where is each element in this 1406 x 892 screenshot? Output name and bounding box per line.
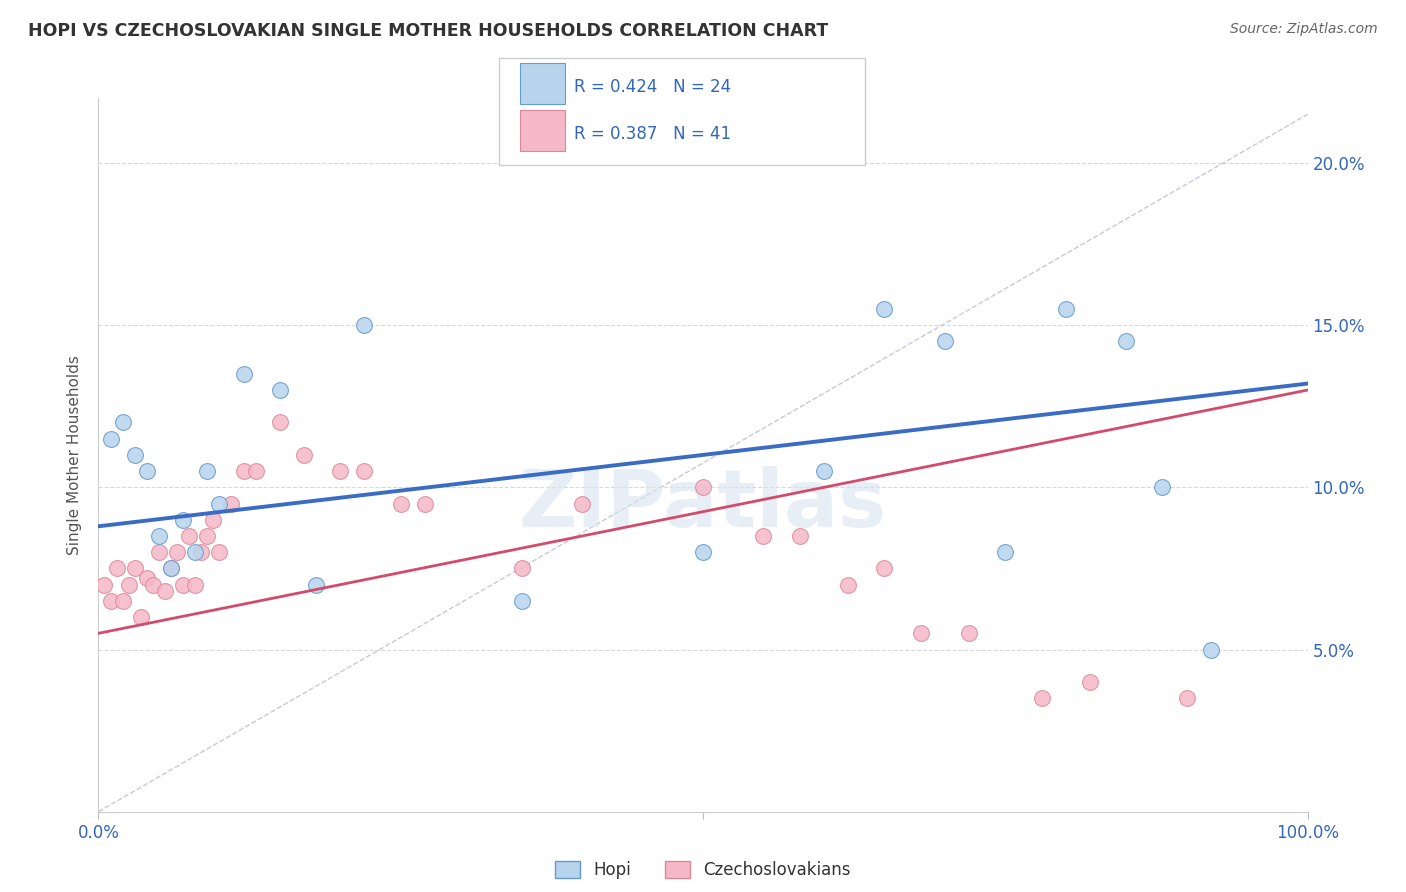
Point bbox=[184, 545, 207, 559]
Point bbox=[172, 577, 194, 591]
Text: R = 0.387   N = 41: R = 0.387 N = 41 bbox=[574, 125, 731, 143]
Point bbox=[353, 318, 375, 333]
Point bbox=[232, 464, 254, 478]
Point bbox=[1078, 675, 1101, 690]
Point bbox=[873, 561, 896, 575]
Point bbox=[1054, 301, 1077, 316]
Point bbox=[111, 416, 134, 430]
Point bbox=[153, 584, 176, 599]
Point bbox=[172, 513, 194, 527]
Point bbox=[166, 545, 188, 559]
Point bbox=[292, 448, 315, 462]
Point bbox=[1175, 691, 1198, 706]
Point bbox=[692, 545, 714, 559]
Point bbox=[142, 577, 165, 591]
Point bbox=[160, 561, 183, 575]
Text: HOPI VS CZECHOSLOVAKIAN SINGLE MOTHER HOUSEHOLDS CORRELATION CHART: HOPI VS CZECHOSLOVAKIAN SINGLE MOTHER HO… bbox=[28, 22, 828, 40]
Point bbox=[305, 577, 328, 591]
Point bbox=[389, 497, 412, 511]
Point bbox=[100, 432, 122, 446]
Point bbox=[934, 334, 956, 349]
Point bbox=[413, 497, 436, 511]
Point bbox=[329, 464, 352, 478]
Point bbox=[510, 561, 533, 575]
Point bbox=[202, 513, 225, 527]
Point bbox=[93, 577, 115, 591]
Point bbox=[1152, 480, 1174, 494]
Point bbox=[208, 545, 231, 559]
Point bbox=[571, 497, 593, 511]
Text: ZIPatlas: ZIPatlas bbox=[519, 466, 887, 544]
Point bbox=[837, 577, 859, 591]
Point bbox=[179, 529, 201, 543]
Point bbox=[129, 610, 152, 624]
Point bbox=[195, 529, 218, 543]
Point bbox=[135, 464, 157, 478]
Point bbox=[232, 367, 254, 381]
Point bbox=[208, 497, 231, 511]
Point bbox=[789, 529, 811, 543]
Point bbox=[245, 464, 267, 478]
Legend: Hopi, Czechoslovakians: Hopi, Czechoslovakians bbox=[548, 854, 858, 886]
Point bbox=[752, 529, 775, 543]
Point bbox=[195, 464, 218, 478]
Point bbox=[190, 545, 212, 559]
Point bbox=[873, 301, 896, 316]
Point bbox=[100, 594, 122, 608]
Y-axis label: Single Mother Households: Single Mother Households bbox=[67, 355, 83, 555]
Point bbox=[148, 545, 170, 559]
Point bbox=[148, 529, 170, 543]
Point bbox=[221, 497, 243, 511]
Text: R = 0.424   N = 24: R = 0.424 N = 24 bbox=[574, 78, 731, 96]
Point bbox=[353, 464, 375, 478]
Point bbox=[510, 594, 533, 608]
Point bbox=[957, 626, 980, 640]
Point bbox=[105, 561, 128, 575]
Text: Source: ZipAtlas.com: Source: ZipAtlas.com bbox=[1230, 22, 1378, 37]
Point bbox=[111, 594, 134, 608]
Point bbox=[269, 416, 291, 430]
Point bbox=[910, 626, 932, 640]
Point bbox=[1199, 642, 1222, 657]
Point bbox=[1115, 334, 1137, 349]
Point bbox=[269, 383, 291, 397]
Point bbox=[1031, 691, 1053, 706]
Point bbox=[994, 545, 1017, 559]
Point bbox=[124, 561, 146, 575]
Point bbox=[124, 448, 146, 462]
Point bbox=[118, 577, 141, 591]
Point bbox=[184, 577, 207, 591]
Point bbox=[813, 464, 835, 478]
Point bbox=[160, 561, 183, 575]
Point bbox=[135, 571, 157, 585]
Point bbox=[692, 480, 714, 494]
